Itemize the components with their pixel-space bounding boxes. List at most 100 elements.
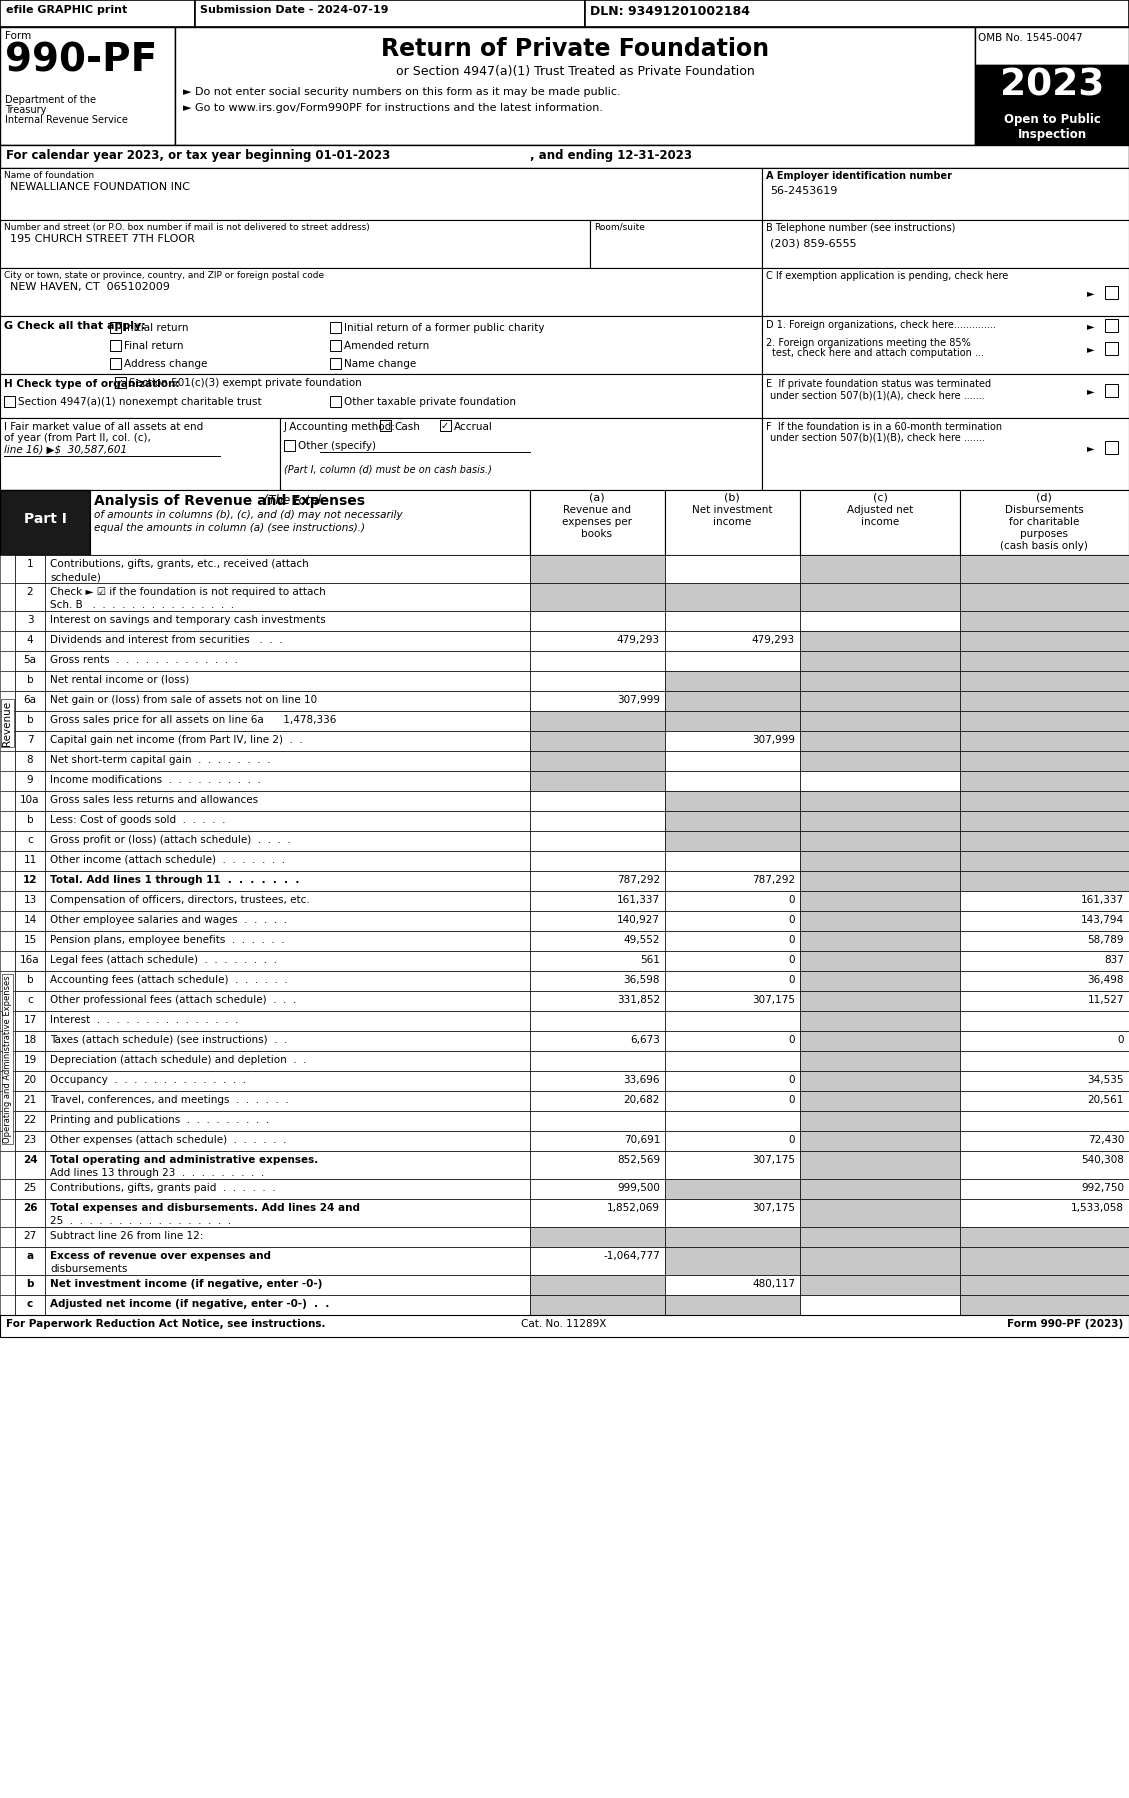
Bar xyxy=(195,0,585,27)
Bar xyxy=(0,1030,15,1052)
Text: Form 990-PF (2023): Form 990-PF (2023) xyxy=(1007,1320,1123,1329)
Text: Return of Private Foundation: Return of Private Foundation xyxy=(380,38,769,61)
Bar xyxy=(800,1248,960,1275)
Bar xyxy=(15,690,45,710)
Bar xyxy=(0,1010,15,1030)
Text: ►: ► xyxy=(1087,387,1094,396)
Text: purposes: purposes xyxy=(1019,529,1068,539)
Bar xyxy=(1105,318,1118,333)
Bar xyxy=(960,1091,1129,1111)
Bar xyxy=(665,1275,800,1295)
Text: of amounts in columns (b), (c), and (d) may not necessarily: of amounts in columns (b), (c), and (d) … xyxy=(94,511,403,520)
Bar xyxy=(530,631,665,651)
Bar xyxy=(15,671,45,690)
Text: Net gain or (loss) from sale of assets not on line 10: Net gain or (loss) from sale of assets n… xyxy=(50,696,317,705)
Text: Submission Date - 2024-07-19: Submission Date - 2024-07-19 xyxy=(200,5,388,14)
Text: line 16) ▶$  30,587,601: line 16) ▶$ 30,587,601 xyxy=(5,444,128,455)
Text: 10a: 10a xyxy=(20,795,40,806)
Text: or Section 4947(a)(1) Trust Treated as Private Foundation: or Section 4947(a)(1) Trust Treated as P… xyxy=(395,65,754,77)
Text: under section 507(b)(1)(A), check here .......: under section 507(b)(1)(A), check here .… xyxy=(770,390,984,399)
Text: Printing and publications  .  .  .  .  .  .  .  .  .: Printing and publications . . . . . . . … xyxy=(50,1115,269,1126)
Text: Dividends and interest from securities   .  .  .: Dividends and interest from securities .… xyxy=(50,635,282,645)
Text: Gross rents  .  .  .  .  .  .  .  .  .  .  .  .  .: Gross rents . . . . . . . . . . . . . xyxy=(50,654,238,665)
Text: equal the amounts in column (a) (see instructions).): equal the amounts in column (a) (see ins… xyxy=(94,523,365,532)
Bar xyxy=(0,1248,15,1275)
Bar xyxy=(960,651,1129,671)
Bar xyxy=(0,0,195,27)
Text: Room/suite: Room/suite xyxy=(594,223,645,232)
Text: C If exemption application is pending, check here: C If exemption application is pending, c… xyxy=(765,271,1008,280)
Bar xyxy=(960,1226,1129,1248)
Text: 1: 1 xyxy=(27,559,34,568)
Text: (b): (b) xyxy=(724,493,739,503)
Bar xyxy=(0,1052,15,1072)
Bar xyxy=(960,1111,1129,1131)
Text: Final return: Final return xyxy=(124,342,184,351)
Text: Net rental income or (loss): Net rental income or (loss) xyxy=(50,674,190,685)
Text: 20,682: 20,682 xyxy=(623,1095,660,1106)
Bar xyxy=(665,1199,800,1226)
Text: Accrual: Accrual xyxy=(454,423,493,432)
Bar xyxy=(0,1199,15,1226)
Bar xyxy=(800,1131,960,1151)
Bar xyxy=(1105,441,1118,455)
Bar xyxy=(960,831,1129,850)
Text: 16a: 16a xyxy=(20,955,40,966)
Bar xyxy=(800,1199,960,1226)
Bar xyxy=(800,1151,960,1179)
Text: Section 4947(a)(1) nonexempt charitable trust: Section 4947(a)(1) nonexempt charitable … xyxy=(18,397,262,406)
Bar xyxy=(800,951,960,971)
Bar xyxy=(45,1295,530,1314)
Bar xyxy=(15,1111,45,1131)
Text: ►: ► xyxy=(1087,288,1094,298)
Text: 25: 25 xyxy=(24,1183,36,1194)
Text: under section 507(b)(1)(B), check here .......: under section 507(b)(1)(B), check here .… xyxy=(770,433,984,442)
Bar xyxy=(800,611,960,631)
Text: 20: 20 xyxy=(24,1075,36,1084)
Text: 25  .  .  .  .  .  .  .  .  .  .  .  .  .  .  .  .  .: 25 . . . . . . . . . . . . . . . . . xyxy=(50,1215,231,1226)
Bar xyxy=(175,27,975,146)
Bar xyxy=(530,870,665,892)
Text: c: c xyxy=(27,1298,33,1309)
Bar xyxy=(530,583,665,611)
Bar xyxy=(45,771,530,791)
Bar xyxy=(15,1030,45,1052)
Text: Revenue and: Revenue and xyxy=(563,505,631,514)
Text: 0: 0 xyxy=(788,895,795,904)
Bar xyxy=(762,268,1129,316)
Bar xyxy=(975,65,1129,111)
Text: Form: Form xyxy=(5,31,32,41)
Bar xyxy=(530,710,665,732)
Text: Gross sales price for all assets on line 6a      1,478,336: Gross sales price for all assets on line… xyxy=(50,716,336,725)
Text: income: income xyxy=(712,518,751,527)
Text: Disbursements: Disbursements xyxy=(1005,505,1084,514)
Bar xyxy=(530,491,665,556)
Text: (d): (d) xyxy=(1036,493,1052,503)
Bar xyxy=(530,1010,665,1030)
Text: 0: 0 xyxy=(788,1135,795,1145)
Bar xyxy=(960,971,1129,991)
Bar xyxy=(45,1248,530,1275)
Bar xyxy=(960,1072,1129,1091)
Bar xyxy=(960,583,1129,611)
Bar xyxy=(15,991,45,1010)
Text: (Part I, column (d) must be on cash basis.): (Part I, column (d) must be on cash basi… xyxy=(285,464,492,475)
Text: b: b xyxy=(27,814,34,825)
Bar xyxy=(45,1072,530,1091)
Text: Total. Add lines 1 through 11  .  .  .  .  .  .  .: Total. Add lines 1 through 11 . . . . . … xyxy=(50,876,299,885)
Bar xyxy=(45,752,530,771)
Bar xyxy=(960,1151,1129,1179)
Bar xyxy=(45,671,530,690)
Text: DLN: 93491201002184: DLN: 93491201002184 xyxy=(590,5,750,18)
Text: Interest on savings and temporary cash investments: Interest on savings and temporary cash i… xyxy=(50,615,326,626)
Bar xyxy=(960,671,1129,690)
Text: Gross profit or (loss) (attach schedule)  .  .  .  .: Gross profit or (loss) (attach schedule)… xyxy=(50,834,291,845)
Text: income: income xyxy=(861,518,899,527)
Bar xyxy=(0,1179,15,1199)
Text: For Paperwork Reduction Act Notice, see instructions.: For Paperwork Reduction Act Notice, see … xyxy=(6,1320,325,1329)
Bar xyxy=(15,1179,45,1199)
Text: (The total: (The total xyxy=(260,494,321,507)
Bar xyxy=(0,556,15,583)
Bar xyxy=(45,732,530,752)
Bar xyxy=(800,732,960,752)
